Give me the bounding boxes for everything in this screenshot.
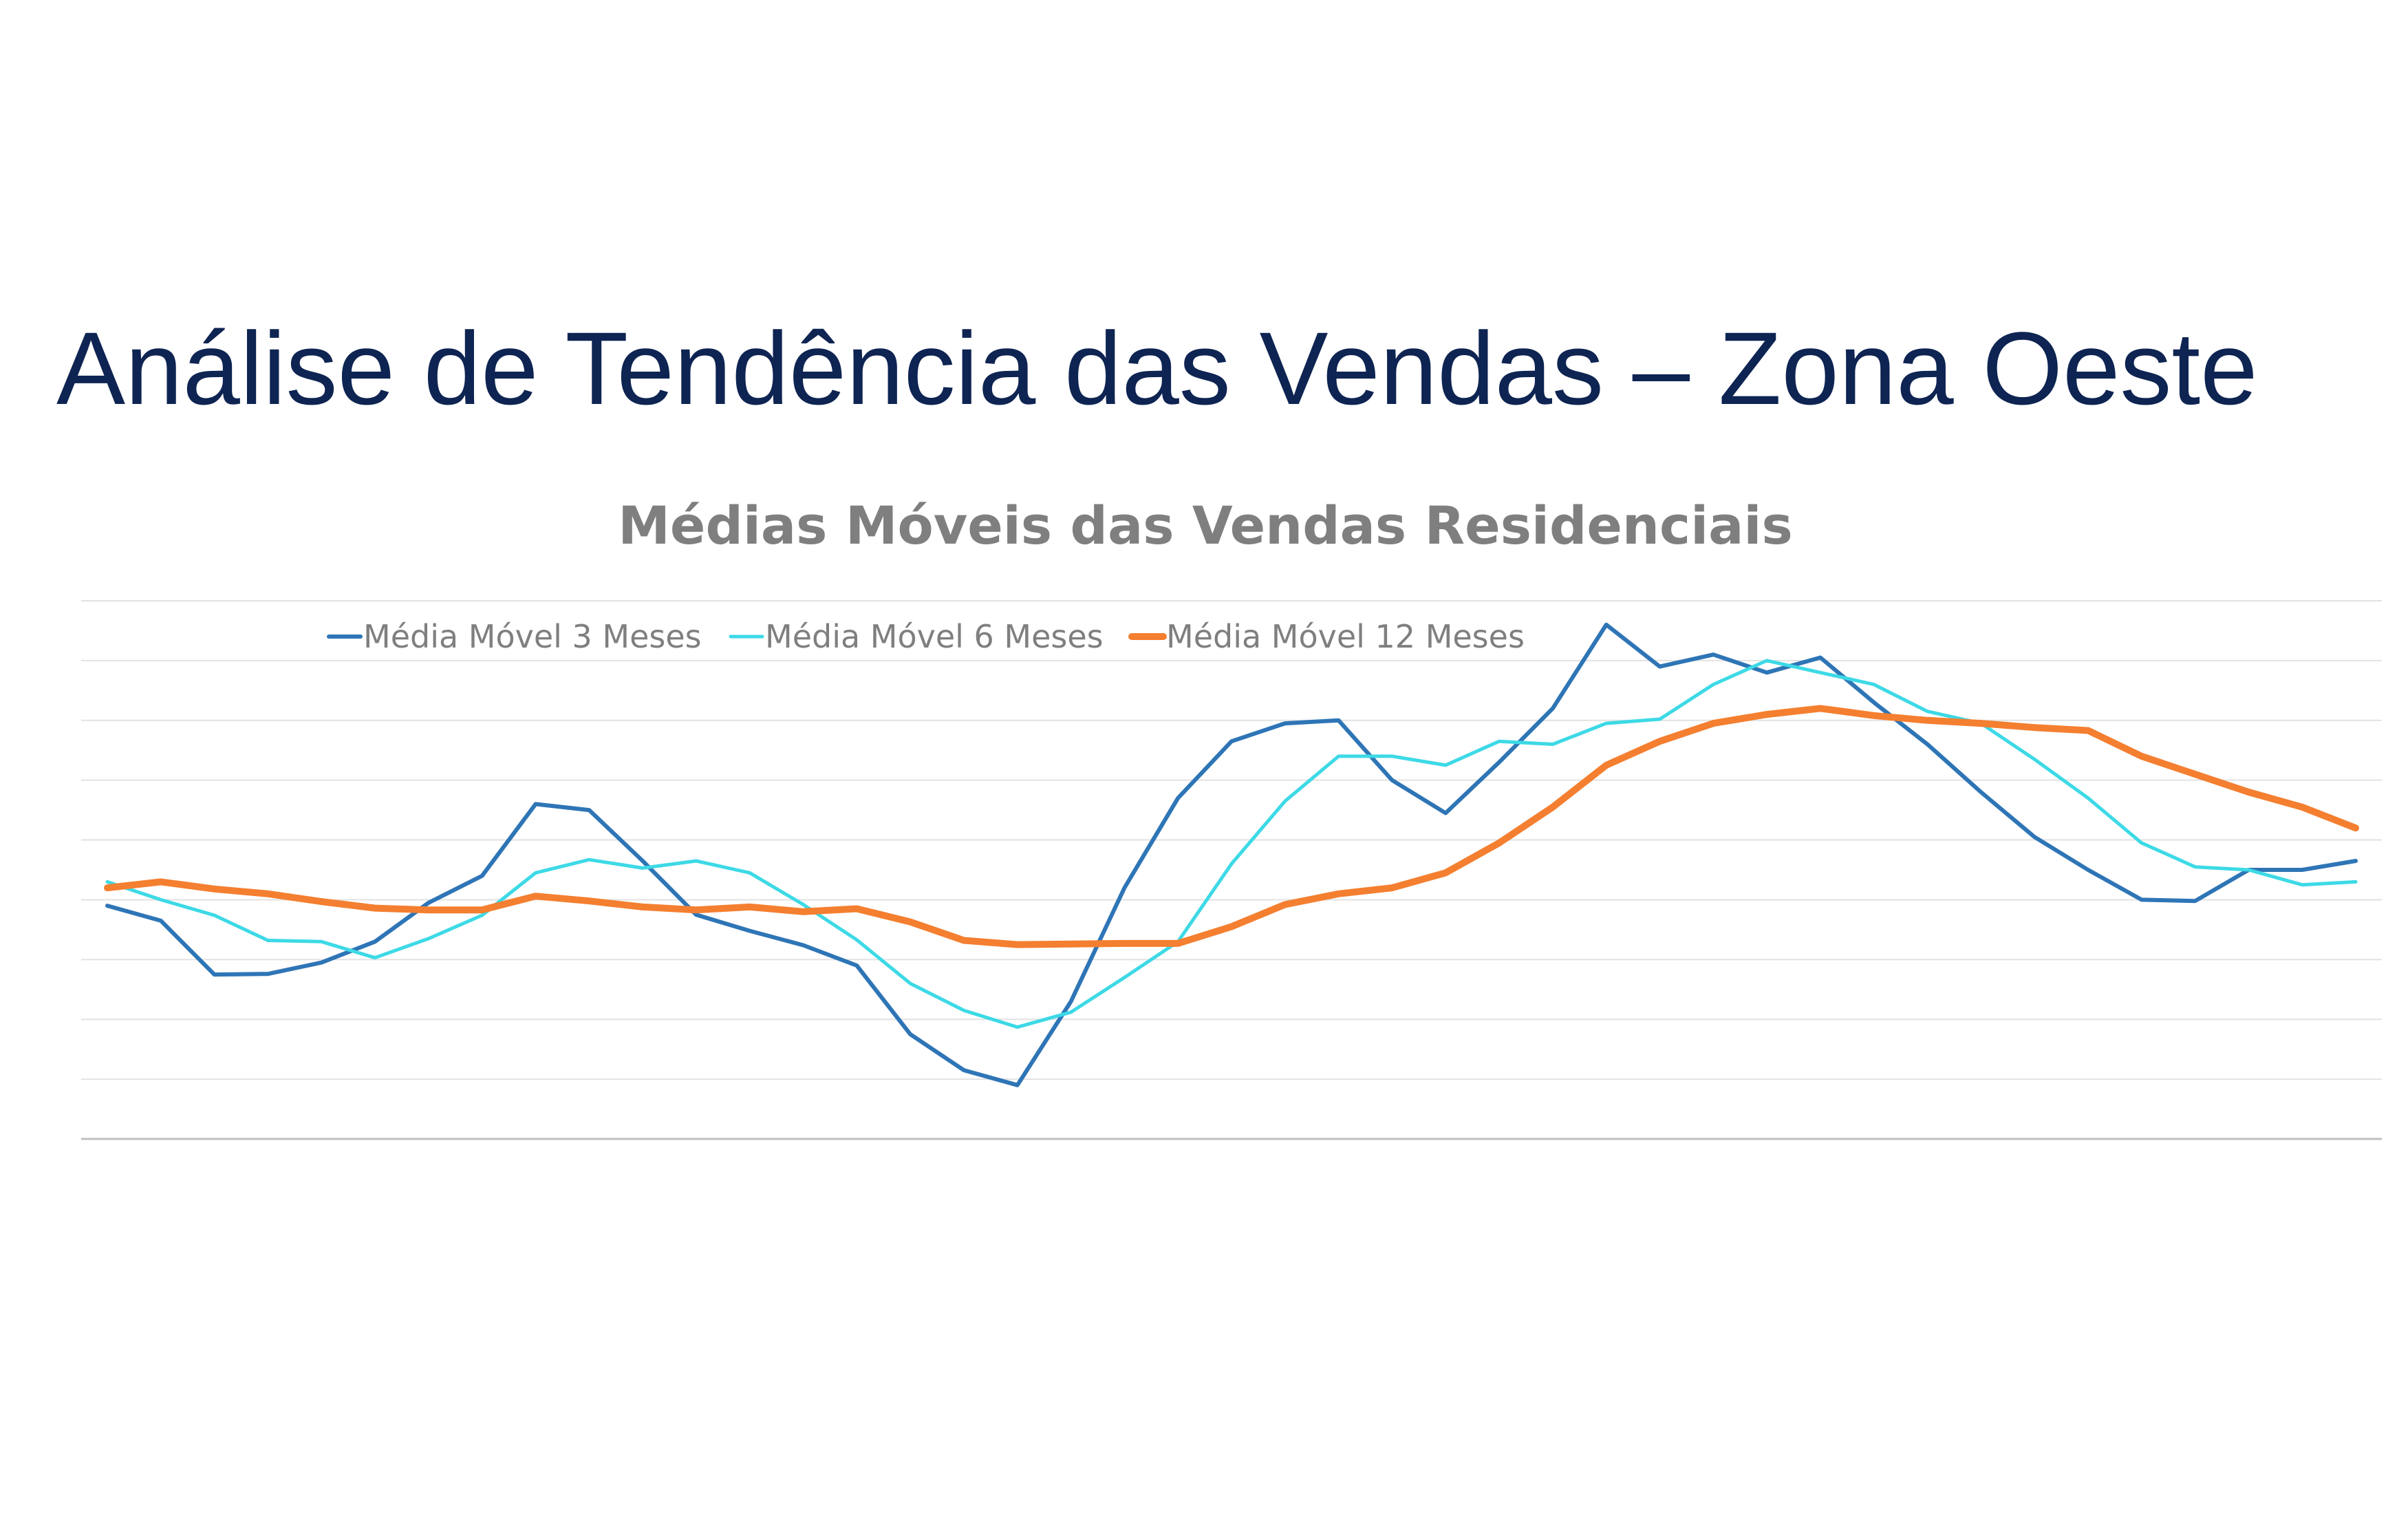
gridlines [81,600,2382,1140]
chart-title: Médias Móveis das Vendas Residenciais [618,495,1792,556]
series-lines [104,622,2359,1087]
slide-title: Análise de Tendência das Vendas – Zona O… [56,310,2258,426]
legend-label-2: Média Móvel 6 Meses [765,618,1104,655]
legend: Média Móvel 3 Meses Média Móvel 6 Meses Mé… [327,618,1525,655]
series-line-1 [105,622,2358,1087]
series-line-3 [104,705,2359,948]
legend-label-3: Média Móvel 12 Meses [1166,618,1525,655]
legend-label-1: Média Móvel 3 Meses [363,618,702,655]
series-line-2 [105,659,2358,1029]
